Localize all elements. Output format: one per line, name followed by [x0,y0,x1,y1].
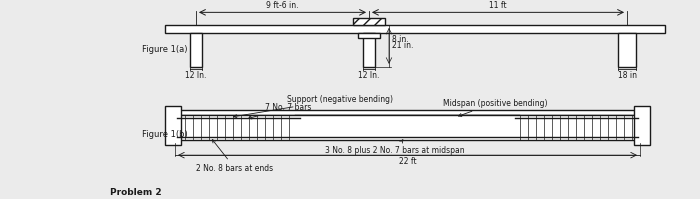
Text: Problem 2: Problem 2 [110,188,162,197]
Text: 9 ft-6 in.: 9 ft-6 in. [266,1,299,10]
Bar [634,106,650,145]
Bar [165,25,665,33]
Text: Midspan (positive bending): Midspan (positive bending) [442,99,547,116]
Text: 18 in: 18 in [617,71,636,80]
Text: 22 ft: 22 ft [399,157,416,166]
Bar [175,115,640,140]
Text: 12 In.: 12 In. [186,71,206,80]
Bar [190,33,202,67]
Bar [165,106,181,145]
Text: Support (negative bending): Support (negative bending) [234,95,393,118]
Bar [358,33,380,38]
Text: 2 No. 8 bars at ends: 2 No. 8 bars at ends [197,140,274,173]
Text: Figure 1(a): Figure 1(a) [142,45,188,54]
Bar [363,33,375,67]
Text: 12 In.: 12 In. [358,71,379,80]
Bar [618,33,636,67]
Text: 3 No. 8 plus 2 No. 7 bars at midspan: 3 No. 8 plus 2 No. 7 bars at midspan [326,140,465,155]
Text: 11 ft: 11 ft [489,1,507,10]
Bar [353,18,385,25]
Text: Figure 1(b): Figure 1(b) [142,130,188,139]
Text: 8 in.: 8 in. [392,35,409,44]
Text: 21 in.: 21 in. [392,41,414,50]
Text: 7 No. 7 bars: 7 No. 7 bars [248,103,312,119]
Bar [175,110,640,115]
